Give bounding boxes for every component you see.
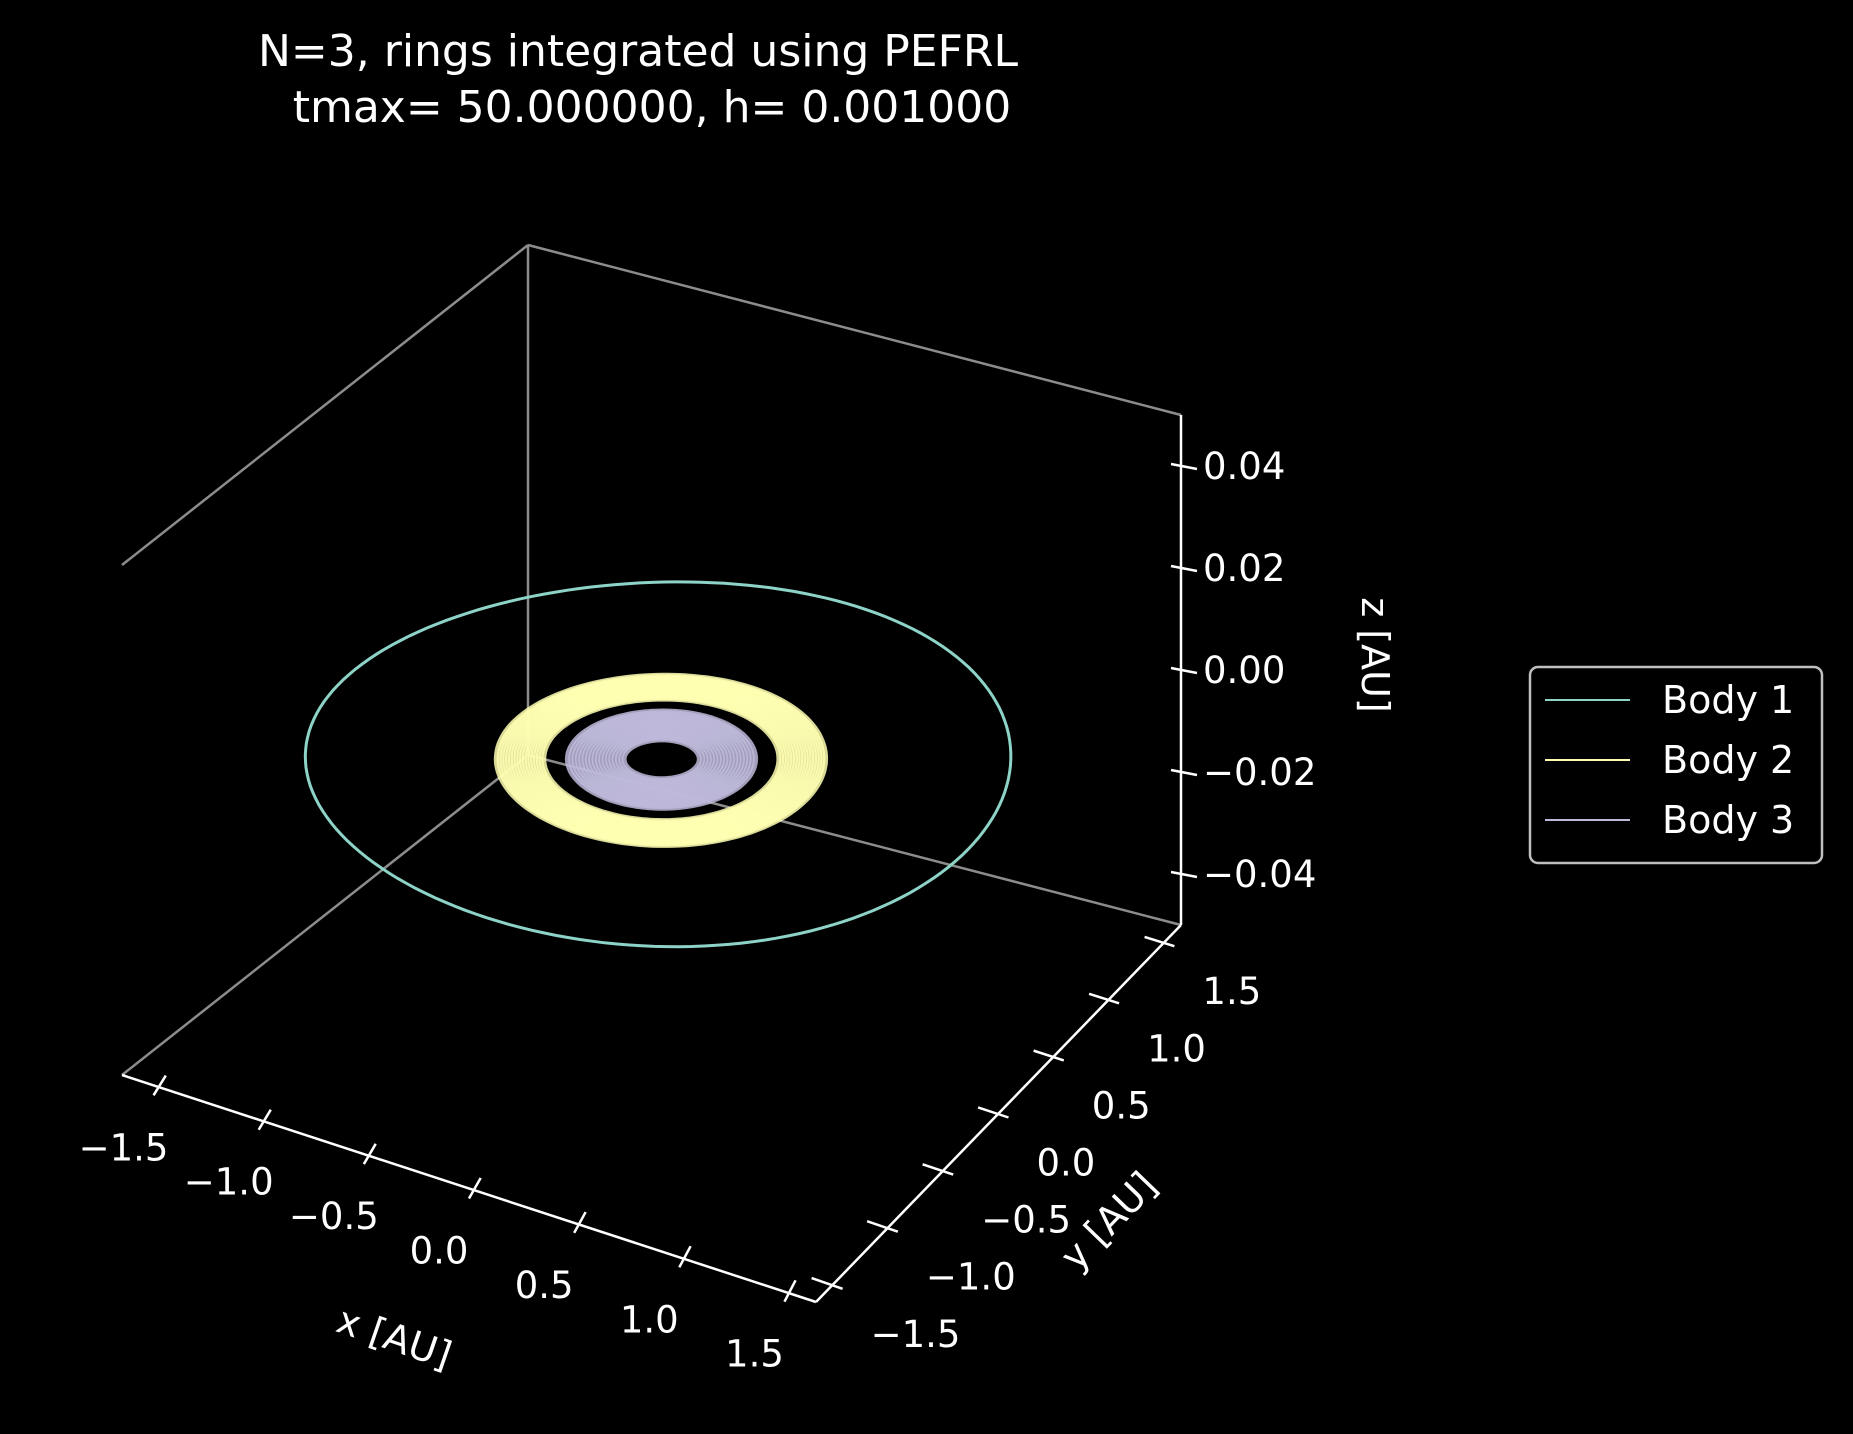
z-tick-label: −0.02: [1203, 751, 1316, 794]
axes-layer: −1.5−1.0−0.50.00.51.01.5 −1.5−1.0−0.50.00…: [79, 415, 1316, 1376]
x-tick-label: 1.0: [620, 1298, 679, 1341]
z-tick: [1170, 768, 1198, 777]
x-tick-label: −0.5: [289, 1195, 379, 1238]
orbit-series: [564, 708, 759, 811]
x-tick-label: −1.0: [184, 1161, 274, 1204]
legend-label-body-3: Body 3: [1662, 798, 1794, 842]
x-tick: [783, 1279, 797, 1303]
y-tick: [1033, 1049, 1065, 1062]
z-tick-label: −0.04: [1203, 853, 1316, 896]
chart-title-line2: tmax= 50.000000, h= 0.001000: [293, 82, 1012, 133]
orbit-line: [303, 580, 1013, 949]
y-tick: [866, 1220, 899, 1233]
y-tick-label: 0.5: [1092, 1084, 1151, 1127]
z-axis-label: z [AU]: [1353, 597, 1397, 712]
x-tick-label: 1.5: [725, 1333, 784, 1376]
x-axis-line: [121, 1073, 817, 1304]
y-tick: [1088, 992, 1120, 1005]
chart-title-line1: N=3, rings integrated using PEFRL: [258, 26, 1018, 77]
y-tick: [922, 1163, 954, 1176]
y-tick-label: −1.5: [871, 1313, 961, 1356]
x-tick: [362, 1143, 377, 1165]
pane-edge: [121, 754, 529, 1076]
orbit-layer: [303, 580, 1013, 949]
z-tick-label: 0.04: [1203, 445, 1285, 488]
x-tick: [573, 1211, 587, 1234]
pane-edge: [527, 243, 1182, 417]
legend-frame: [1528, 665, 1824, 865]
legend: Body 1 Body 2 Body 3: [1528, 665, 1824, 865]
legend-label-body-1: Body 1: [1662, 678, 1794, 722]
pane-edge: [121, 244, 529, 566]
orbit-series: [303, 580, 1013, 949]
x-tick-label: 0.0: [410, 1230, 469, 1273]
z-tick: [1170, 564, 1198, 573]
x-tick: [257, 1109, 272, 1131]
orbit-line: [564, 708, 759, 811]
y-tick-label: 0.0: [1037, 1142, 1096, 1185]
z-tick: [1170, 666, 1198, 675]
x-tick-label: −1.5: [79, 1126, 169, 1169]
x-tick: [467, 1177, 482, 1200]
legend-label-body-2: Body 2: [1662, 738, 1794, 782]
x-tick-label: 0.5: [515, 1264, 574, 1307]
orbit-line: [493, 672, 829, 848]
y-tick: [977, 1106, 1009, 1119]
y-tick-label: −1.0: [926, 1256, 1016, 1299]
z-tick-label: 0.00: [1203, 649, 1285, 692]
y-tick-label: 1.5: [1202, 970, 1261, 1013]
z-tick-label: 0.02: [1203, 547, 1285, 590]
y-tick: [811, 1276, 844, 1291]
y-tick-label: 1.0: [1147, 1027, 1206, 1070]
x-tick: [678, 1245, 692, 1268]
z-tick: [1170, 462, 1198, 471]
z-tick: [1170, 870, 1198, 879]
orbit-series: [493, 672, 829, 848]
y-tick-label: −0.5: [981, 1199, 1071, 1242]
y-tick: [1144, 935, 1175, 948]
x-tick: [152, 1074, 167, 1096]
